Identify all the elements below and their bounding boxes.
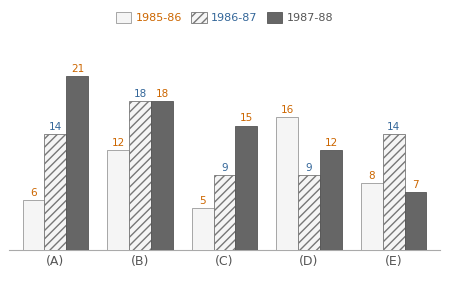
Text: 7: 7 — [412, 180, 419, 190]
Bar — [129, 101, 151, 250]
Bar — [66, 76, 88, 250]
Text: 5: 5 — [199, 196, 206, 206]
Bar — [276, 117, 298, 250]
Text: 9: 9 — [221, 163, 228, 173]
Bar — [44, 134, 66, 250]
Bar — [405, 192, 427, 250]
Bar — [235, 125, 257, 250]
Bar — [192, 208, 214, 250]
Text: 12: 12 — [324, 138, 338, 148]
Text: 6: 6 — [30, 188, 37, 198]
Legend: 1985-86, 1986-87, 1987-88: 1985-86, 1986-87, 1987-88 — [111, 8, 338, 28]
Text: 16: 16 — [281, 105, 294, 115]
Text: 14: 14 — [49, 122, 62, 132]
Bar — [361, 183, 383, 250]
Bar — [214, 175, 235, 250]
Bar — [22, 200, 44, 250]
Text: 18: 18 — [155, 89, 168, 99]
Text: 12: 12 — [111, 138, 125, 148]
Text: 8: 8 — [368, 171, 375, 181]
Text: 9: 9 — [306, 163, 313, 173]
Bar — [298, 175, 320, 250]
Bar — [320, 150, 342, 250]
Text: 15: 15 — [240, 113, 253, 123]
Bar — [107, 150, 129, 250]
Bar — [151, 101, 173, 250]
Bar — [383, 134, 405, 250]
Text: 18: 18 — [133, 89, 147, 99]
Text: 21: 21 — [71, 64, 84, 74]
Text: 14: 14 — [387, 122, 400, 132]
